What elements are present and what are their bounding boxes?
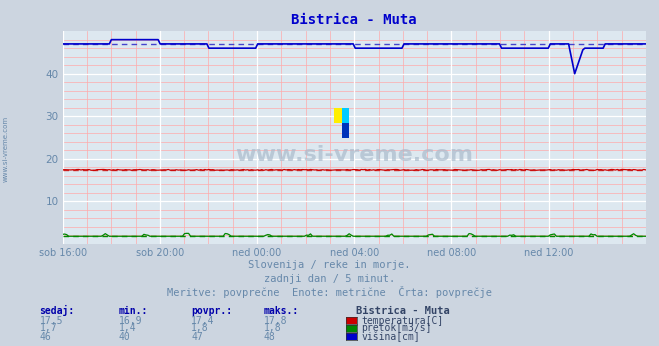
Text: Meritve: povprečne  Enote: metrične  Črta: povprečje: Meritve: povprečne Enote: metrične Črta:… [167,286,492,298]
Text: 1,8: 1,8 [264,324,281,334]
Text: www.si-vreme.com: www.si-vreme.com [235,145,473,165]
Text: 1,8: 1,8 [191,324,209,334]
Text: 17,4: 17,4 [191,316,215,326]
Bar [342,108,349,123]
Text: 46: 46 [40,332,51,342]
Title: Bistrica - Muta: Bistrica - Muta [291,13,417,27]
Text: 40: 40 [119,332,130,342]
Text: 1,7: 1,7 [40,324,57,334]
Bar [342,123,349,137]
Text: 47: 47 [191,332,203,342]
Text: pretok[m3/s]: pretok[m3/s] [361,324,432,334]
Text: zadnji dan / 5 minut.: zadnji dan / 5 minut. [264,274,395,284]
Text: 17,5: 17,5 [40,316,63,326]
Text: 48: 48 [264,332,275,342]
Bar [334,108,342,123]
Text: maks.:: maks.: [264,306,299,316]
Text: Bistrica - Muta: Bistrica - Muta [356,306,449,316]
Text: 1,4: 1,4 [119,324,136,334]
Text: Slovenija / reke in morje.: Slovenija / reke in morje. [248,260,411,270]
Text: min.:: min.: [119,306,148,316]
Text: 16,9: 16,9 [119,316,142,326]
Text: 17,8: 17,8 [264,316,287,326]
Text: višina[cm]: višina[cm] [361,331,420,342]
Text: povpr.:: povpr.: [191,306,232,316]
Text: temperatura[C]: temperatura[C] [361,316,444,326]
Text: sedaj:: sedaj: [40,305,74,316]
Text: www.si-vreme.com: www.si-vreme.com [2,116,9,182]
